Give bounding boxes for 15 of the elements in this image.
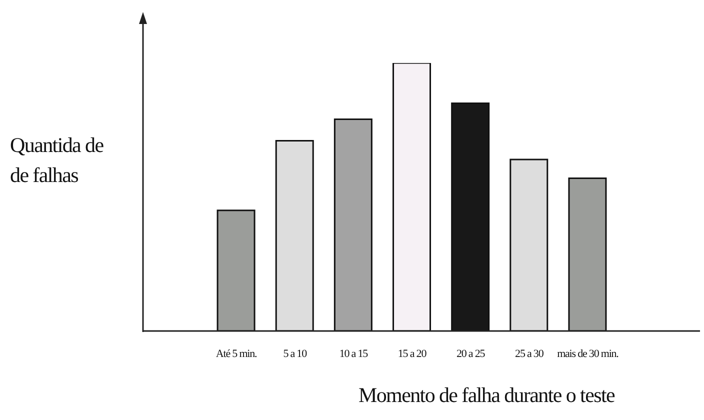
bar (334, 118, 372, 331)
bar (275, 140, 314, 331)
x-tick-label: 25 a 30 (515, 348, 544, 360)
x-tick-label: 20 a 25 (456, 348, 486, 360)
x-tick-label: Até 5 min. (216, 348, 258, 360)
bar (568, 177, 607, 331)
x-tick-label: 15 a 20 (398, 348, 428, 360)
x-axis-title: Momento de falha durante o teste (358, 383, 616, 407)
bar (216, 210, 256, 331)
bar (510, 158, 548, 331)
x-tick-label: 10 a 15 (339, 348, 369, 360)
y-axis-title: Quantida de de falhas (10, 132, 104, 189)
bar (392, 63, 432, 331)
x-tick-label: mais de 30 min. (557, 348, 620, 360)
x-tick-label: 5 a 10 (283, 348, 308, 360)
